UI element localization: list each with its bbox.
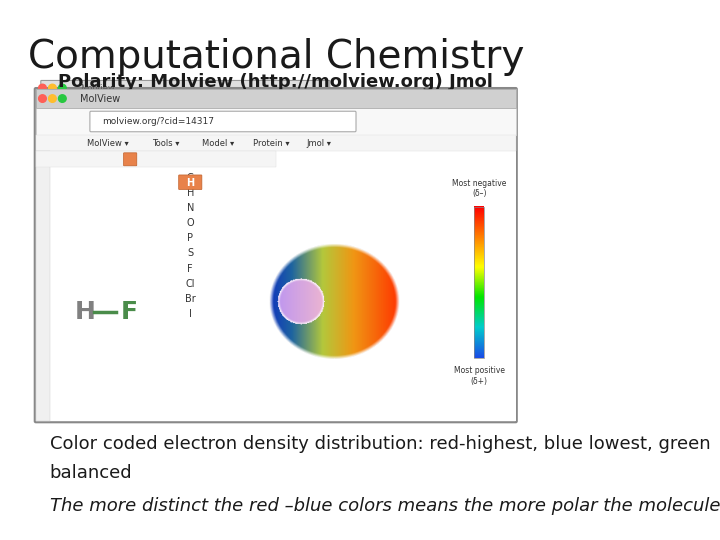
Text: F: F: [187, 264, 193, 274]
Text: Polarity: Molview (http://molview.org) Jmol: Polarity: Molview (http://molview.org) J…: [58, 73, 493, 91]
Text: I: I: [189, 309, 192, 319]
Bar: [36, 108, 516, 135]
Text: Br: Br: [185, 294, 196, 304]
Text: Computational Chemistry: Computational Chemistry: [27, 38, 524, 76]
Bar: [36, 135, 516, 421]
Text: N: N: [186, 203, 194, 213]
Text: P: P: [187, 233, 193, 244]
Text: C: C: [187, 173, 194, 183]
Text: S: S: [187, 248, 194, 259]
Bar: [36, 151, 50, 421]
Text: molview.org/?cid=14317: molview.org/?cid=14317: [102, 117, 214, 126]
Circle shape: [58, 84, 66, 92]
Circle shape: [39, 84, 46, 92]
Bar: [36, 151, 276, 167]
Text: MolView: MolView: [80, 84, 115, 92]
FancyBboxPatch shape: [124, 153, 137, 166]
FancyBboxPatch shape: [35, 88, 517, 422]
Text: H: H: [75, 300, 96, 325]
Bar: [36, 135, 516, 151]
Text: Most negative
(δ–): Most negative (δ–): [452, 179, 506, 198]
Circle shape: [39, 95, 46, 102]
Circle shape: [48, 84, 56, 92]
Text: Tools ▾: Tools ▾: [152, 139, 179, 147]
FancyBboxPatch shape: [41, 80, 330, 95]
FancyBboxPatch shape: [90, 111, 356, 132]
FancyBboxPatch shape: [179, 175, 202, 190]
Text: Color coded electron density distribution: red-highest, blue lowest, green: Color coded electron density distributio…: [50, 435, 710, 453]
Circle shape: [48, 95, 56, 102]
Text: Cl: Cl: [186, 279, 195, 289]
Bar: [36, 89, 516, 108]
Text: O: O: [186, 218, 194, 228]
Text: The more distinct the red –blue colors means the more polar the molecule.: The more distinct the red –blue colors m…: [50, 497, 720, 515]
Text: F: F: [121, 300, 138, 325]
Text: H: H: [186, 178, 194, 187]
Text: Most positive
(δ+): Most positive (δ+): [454, 366, 505, 386]
Bar: [36, 89, 516, 135]
Text: MolView: MolView: [80, 93, 120, 104]
Text: balanced: balanced: [50, 464, 132, 482]
Bar: [474, 206, 485, 358]
Circle shape: [58, 95, 66, 102]
Text: MolView ▾: MolView ▾: [87, 139, 129, 147]
Text: Jmol ▾: Jmol ▾: [307, 139, 331, 147]
Text: Model ▾: Model ▾: [202, 139, 234, 147]
Text: H: H: [186, 188, 194, 198]
Text: Protein ▾: Protein ▾: [253, 139, 289, 147]
